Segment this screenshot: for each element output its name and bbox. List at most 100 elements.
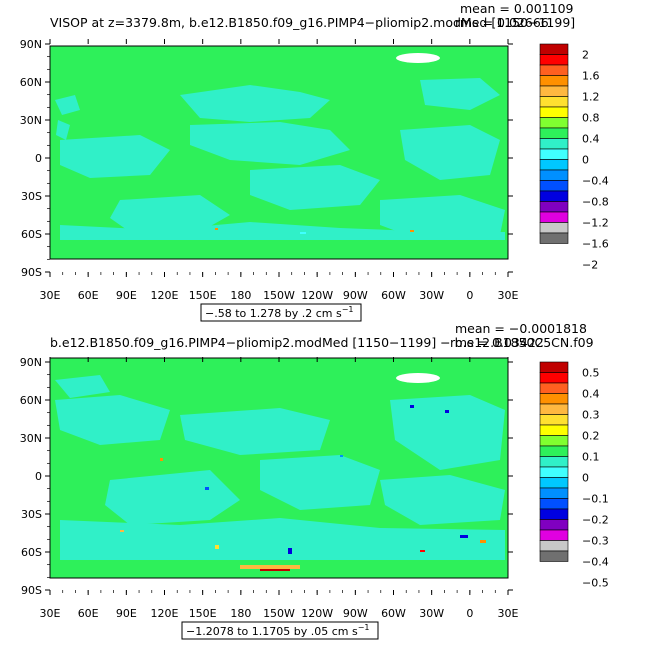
colorbar-swatch — [539, 393, 569, 405]
colorbar-label: −1.2 — [582, 217, 609, 230]
lon-tick-label: 90W — [343, 289, 368, 302]
colorbar-label: −0.5 — [582, 577, 609, 590]
lat-tick-label: 60S — [21, 546, 42, 559]
panel-1-range-text: −.58 to 1.278 by .2 cm s−1 — [205, 305, 354, 320]
colorbar-swatch — [539, 435, 569, 447]
lat-tick-label: 30S — [21, 508, 42, 521]
colorbar-label: −0.8 — [582, 196, 609, 209]
colorbar-label: 0.4 — [582, 133, 600, 146]
lon-tick-label: 150E — [189, 289, 217, 302]
lat-tick-label: 30S — [21, 190, 42, 203]
lat-tick-label: 90S — [21, 266, 42, 279]
lon-tick-label: 90E — [116, 607, 137, 620]
map-2-arctic-missing — [396, 373, 440, 383]
map-2-lon-axis: 30E 60E 90E 120E 150E 180 150W 120W 90W 60W 30W 0 30… — [40, 357, 519, 620]
lon-tick-label: 120E — [151, 607, 179, 620]
lon-tick-label: 120E — [151, 289, 179, 302]
colorbar-label: 0.8 — [582, 112, 600, 125]
lat-tick-label: 60S — [21, 228, 42, 241]
lon-tick-label: 0 — [466, 607, 473, 620]
colorbar-swatch — [539, 424, 569, 436]
lon-tick-label: 90W — [343, 607, 368, 620]
lon-tick-label: 60E — [78, 607, 99, 620]
lon-tick-label: 30W — [419, 289, 444, 302]
colorbar-swatch — [539, 487, 569, 499]
colorbar-label: −2 — [582, 259, 598, 272]
lon-tick-label: 60W — [381, 607, 406, 620]
colorbar-swatch — [539, 138, 569, 150]
panel-1-mean: mean = 0.001109 — [460, 1, 574, 16]
colorbar-swatch — [539, 159, 569, 171]
panel-2-rms: rms = 0.03422 — [450, 335, 544, 350]
colorbar-swatch — [539, 372, 569, 384]
colorbar-swatch — [539, 382, 569, 394]
panel-2-range-box: −1.2078 to 1.1705 by .05 cm s−1 — [181, 621, 379, 640]
panel-1: VISOP at z=3379.8m, b.e12.B1850.f09_g16.… — [20, 1, 609, 322]
map-2-near-zero-patches — [55, 375, 505, 560]
map-1-lat-axis: 90N 60N 30N 0 30S 60S 90S — [20, 38, 513, 279]
colorbar-swatch — [539, 75, 569, 87]
colorbar-swatch — [539, 96, 569, 108]
map-1-small-features — [215, 228, 414, 234]
map-2: 90N 60N 30N 0 30S 60S 90S 30E 60E 90E 120E 150E 180… — [20, 356, 519, 620]
colorbar-swatch — [539, 519, 569, 531]
lat-tick-label: 90N — [20, 38, 42, 51]
lat-tick-label: 30N — [20, 114, 42, 127]
colorbar-swatch — [539, 64, 569, 76]
colorbar-swatch — [539, 466, 569, 478]
colorbar-swatch — [539, 43, 569, 55]
colorbar-swatch — [539, 529, 569, 541]
colorbar-label: 1.2 — [582, 91, 600, 104]
lon-tick-label: 150W — [263, 289, 295, 302]
colorbar-label: −1.6 — [582, 238, 609, 251]
colorbar-label: −0.2 — [582, 514, 609, 527]
map-2-lat-axis: 90N 60N 30N 0 30S 60S 90S — [20, 356, 513, 597]
colorbar-label: 2 — [582, 49, 589, 62]
panel-2: b.e12.B1850.f09_g16.PIMP4−pliomip2.modMe… — [20, 321, 609, 640]
lat-tick-label: 60N — [20, 76, 42, 89]
lat-tick-label: 0 — [35, 470, 42, 483]
lon-tick-label: 30E — [498, 289, 519, 302]
lon-tick-label: 30E — [40, 289, 61, 302]
panel-1-range-box: −.58 to 1.278 by .2 cm s−1 — [200, 303, 362, 322]
lon-tick-label: 0 — [466, 289, 473, 302]
colorbar-label: 1.6 — [582, 70, 600, 83]
panel-2-mean: mean = −0.0001818 — [455, 321, 587, 336]
lon-tick-label: 60W — [381, 289, 406, 302]
colorbar-swatch — [539, 508, 569, 520]
colorbar-swatch — [539, 106, 569, 118]
colorbar-swatch — [539, 117, 569, 129]
colorbar-swatch — [539, 127, 569, 139]
colorbar-label: −0.1 — [582, 493, 609, 506]
colorbar-label: 0 — [582, 154, 589, 167]
colorbar-swatch — [539, 201, 569, 213]
colorbar-swatch — [539, 148, 569, 160]
colorbar-label: 0.5 — [582, 367, 600, 380]
map-1-lon-axis: 30E 60E 90E 120E 150E 180 150W 120W 90W 60W 30W 0 30… — [40, 39, 519, 302]
colorbar-label: 0.1 — [582, 451, 600, 464]
lat-tick-label: 30N — [20, 432, 42, 445]
panel-2-title: b.e12.B1850.f09_g16.PIMP4−pliomip2.modMe… — [50, 335, 594, 350]
lat-tick-label: 60N — [20, 394, 42, 407]
lon-tick-label: 30E — [40, 607, 61, 620]
colorbar-swatch — [539, 211, 569, 223]
colorbar-swatch — [539, 180, 569, 192]
colorbar-swatch — [539, 477, 569, 489]
colorbar-swatch — [539, 550, 569, 562]
colorbar-swatch — [539, 169, 569, 181]
colorbar-swatch — [539, 222, 569, 234]
colorbar-swatch — [539, 54, 569, 66]
lon-tick-label: 150E — [189, 607, 217, 620]
colorbar-swatch — [539, 85, 569, 97]
lon-tick-label: 120W — [301, 607, 333, 620]
colorbar-label: −0.3 — [582, 535, 609, 548]
panel-2-range-text: −1.2078 to 1.1705 by .05 cm s−1 — [186, 623, 370, 638]
colorbar-swatch — [539, 414, 569, 426]
colorbar-label: 0.3 — [582, 409, 600, 422]
map-1-arctic-missing — [396, 53, 440, 63]
colorbar-label: 0 — [582, 472, 589, 485]
map-1-near-zero-patches — [55, 78, 505, 240]
colorbar-label: −0.4 — [582, 175, 609, 188]
colorbar-swatch — [539, 498, 569, 510]
